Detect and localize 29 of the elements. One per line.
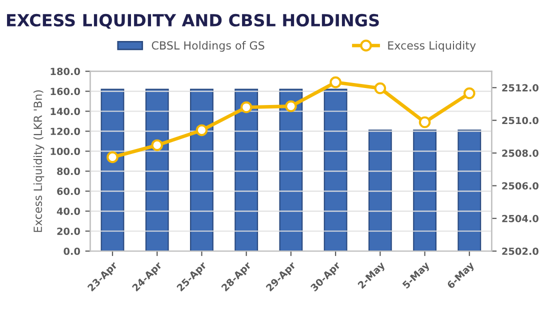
point <box>151 139 164 152</box>
y-tick-label: 100.0 <box>50 148 80 156</box>
y-tick-label: 80.0 <box>57 168 80 176</box>
y2-tick-label: 2502.0 <box>502 248 538 255</box>
y-tick-label: 180.0 <box>50 68 80 76</box>
point <box>196 124 208 136</box>
point <box>374 82 386 94</box>
y-tick-label: 160.0 <box>50 88 80 96</box>
y2-tick-label: 2512.0 <box>502 84 538 92</box>
y-tick-label: 120.0 <box>50 128 80 136</box>
y2-tick-label: 2510.0 <box>502 116 538 124</box>
point <box>463 87 476 100</box>
legend-label: Excess Liquidity <box>388 41 476 52</box>
point <box>285 100 297 112</box>
y-tick-label: 40.0 <box>56 208 80 215</box>
y-tick-label: 20.0 <box>57 228 80 235</box>
chart-title: EXCESS LIQUIDITY AND CBSL HOLDINGS <box>7 14 379 29</box>
y2-tick-label: 2506.0 <box>502 182 538 190</box>
point <box>106 151 118 164</box>
point <box>418 116 431 128</box>
point <box>240 101 252 114</box>
legend-label: CBSL Holdings of GS <box>152 41 264 52</box>
point <box>330 76 342 88</box>
y2-tick-label: 2508.0 <box>502 150 538 157</box>
y-tick-label: 140.0 <box>50 108 80 116</box>
y-tick-label: 60.0 <box>57 188 80 195</box>
y-axis-title: Excess Liquidity (LKR 'Bn) <box>33 90 44 232</box>
y2-tick-label: 2504.0 <box>502 214 538 222</box>
y-tick-label: 0.0 <box>64 248 80 255</box>
